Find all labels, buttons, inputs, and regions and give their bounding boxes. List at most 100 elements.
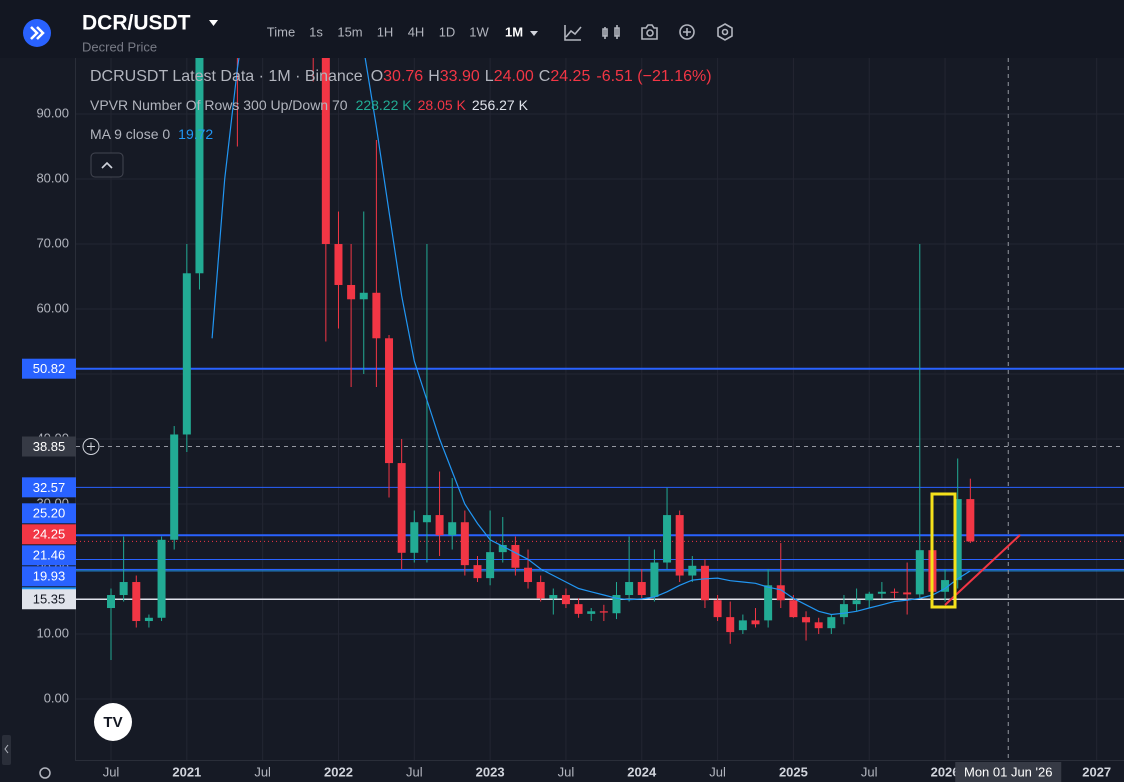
snapshot-lens	[646, 29, 654, 37]
side-toggle[interactable]	[2, 735, 11, 765]
candle-body	[132, 582, 141, 622]
top-bar	[0, 0, 1124, 58]
price-label: 50.82	[33, 361, 66, 376]
interval-button[interactable]: 1H	[377, 24, 394, 39]
ohlc-value: 30.76	[383, 68, 423, 85]
chart-type-icon[interactable]	[602, 25, 620, 39]
candle-body	[751, 620, 760, 625]
toolbar: Time 1s 15m 1H 4H 1D 1W 1M	[267, 24, 523, 39]
indicator-icon[interactable]	[564, 25, 582, 41]
candle-body	[511, 544, 520, 568]
candle-body	[410, 522, 419, 553]
interval-button[interactable]: 1M	[505, 24, 523, 39]
snapshot-icon[interactable]	[641, 24, 658, 40]
interval-button[interactable]: 1D	[439, 24, 456, 39]
candle-body	[524, 567, 533, 583]
settings-icon[interactable]	[717, 23, 733, 41]
candle-body	[789, 600, 798, 618]
candle-body	[713, 600, 722, 618]
price-label: 21.46	[33, 548, 66, 563]
candle-body	[435, 515, 444, 536]
candle-body	[953, 499, 962, 581]
interval-button[interactable]: Time	[267, 24, 295, 39]
candle-body	[321, 58, 330, 245]
highlight-box[interactable]	[930, 492, 957, 609]
candle-body	[877, 591, 886, 594]
vpvr-title[interactable]: VPVR Number Of Rows 300 Up/Down 70	[90, 97, 348, 113]
settings-dot	[721, 28, 729, 36]
candle-body	[941, 580, 950, 592]
side-toggle-arrow	[4, 744, 9, 754]
interval-dropdown[interactable]	[530, 31, 538, 36]
x-tick-label: 2026	[931, 764, 960, 779]
candle-body	[372, 292, 381, 339]
drawings	[930, 492, 1021, 609]
trend-line[interactable]	[944, 534, 1021, 606]
legend-line: DCRUSDT Latest Data · 1M · Binance O30.76…	[90, 68, 712, 85]
candle-body	[549, 595, 558, 599]
candle-body	[688, 565, 697, 576]
y-tick-label: 0.00	[44, 690, 69, 705]
candle-body	[498, 544, 507, 553]
ma-line	[211, 58, 971, 616]
price-lines	[76, 58, 1124, 760]
candle-body	[726, 617, 735, 633]
y-tick-label: 60.00	[36, 300, 69, 315]
interval-button[interactable]: 1W	[469, 24, 489, 39]
add-icon[interactable]	[679, 24, 695, 40]
legend-title: DCRUSDT Latest Data · 1M · Binance	[90, 68, 363, 85]
ohlc-key: H	[428, 68, 440, 85]
candle-body	[675, 515, 684, 576]
candle-body	[422, 515, 431, 523]
candle-body	[359, 292, 368, 300]
logo-glyph	[30, 26, 45, 40]
candle-body	[637, 582, 646, 596]
add-plus	[683, 28, 691, 36]
price-label: 15.35	[33, 592, 66, 607]
candle-body	[448, 522, 457, 536]
toolbar-icons	[564, 23, 733, 41]
candle-body	[738, 620, 747, 631]
crosshair-price-label: 38.85	[33, 439, 66, 454]
x-tick-label: 2021	[172, 764, 201, 779]
candle-body	[574, 604, 583, 614]
candle-body	[107, 595, 116, 609]
ohlc-key: C	[539, 68, 551, 85]
symbol-dropdown[interactable]	[209, 20, 218, 26]
candle-body	[144, 617, 153, 622]
candle-body	[915, 550, 924, 595]
price-label: 32.57	[33, 480, 66, 495]
vpvr-up: 228.22 K	[356, 97, 413, 113]
candle-body	[764, 585, 773, 621]
candle-body	[865, 593, 874, 601]
price-label: 19.93	[33, 569, 66, 584]
axes: 0.0010.0020.0030.0040.0050.0060.0070.008…	[36, 105, 1111, 779]
interval-button[interactable]: 4H	[408, 24, 425, 39]
candle-body	[625, 582, 634, 596]
x-tick-label: Jul	[103, 764, 120, 779]
tv-logo[interactable]	[94, 703, 132, 741]
collapse-legend-button[interactable]	[90, 152, 124, 178]
ma-title[interactable]: MA 9 close 0	[90, 126, 170, 142]
candle-body	[473, 565, 482, 579]
candle-body	[587, 611, 596, 614]
tv-logo-glyph: TV	[103, 714, 122, 731]
candle-body	[170, 434, 179, 540]
candle-body	[852, 600, 861, 605]
candle-body	[182, 273, 191, 435]
interval-button[interactable]: 15m	[337, 24, 362, 39]
legend-line: VPVR Number Of Rows 300 Up/Down 70 228.22…	[90, 97, 529, 113]
x-tick-label: Jul	[861, 764, 878, 779]
candle-body	[827, 617, 836, 629]
candle-body	[397, 463, 406, 553]
y-tick-label: 90.00	[36, 105, 69, 120]
price-label-box	[22, 566, 76, 587]
x-tick-label: 2027	[1082, 764, 1111, 779]
axis-settings[interactable]	[39, 767, 51, 779]
interval-button[interactable]: 1s	[309, 24, 323, 39]
candle-body	[334, 244, 343, 285]
symbol-description[interactable]: Decred Price	[82, 39, 157, 54]
crosshair-date-box	[955, 762, 1062, 782]
symbol-name[interactable]: DCR/USDT	[82, 12, 191, 35]
